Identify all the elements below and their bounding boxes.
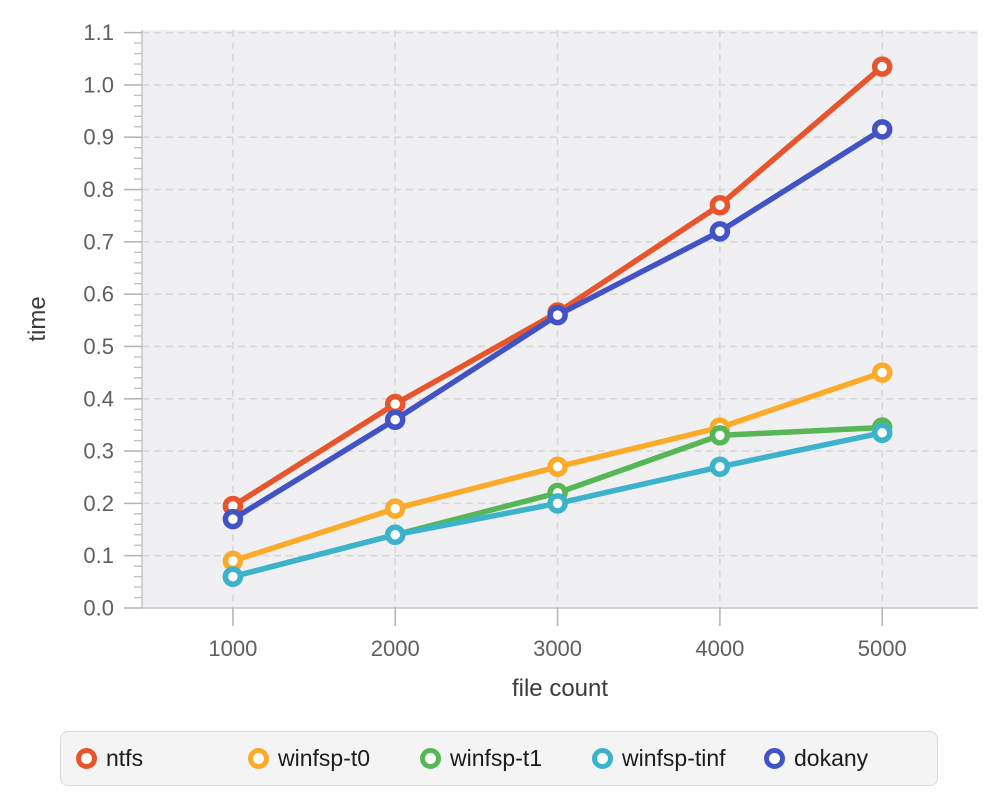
legend-item-winfsp-t1[interactable]: winfsp-t1 [420, 745, 592, 772]
legend-marker-winfsp-t1-icon [420, 748, 441, 769]
legend-item-ntfs[interactable]: ntfs [76, 745, 248, 772]
series-marker-winfsp-t0 [871, 362, 893, 383]
legend-marker-winfsp-t0-icon [248, 748, 269, 769]
y-tick-label: 0.9 [83, 125, 114, 150]
series-marker-winfsp-tinf [384, 524, 406, 546]
y-tick-label: 0.6 [83, 282, 114, 307]
series-marker-dokany [384, 409, 406, 430]
x-tick-label: 5000 [858, 636, 907, 661]
y-axis-title: time [24, 296, 51, 342]
x-tick-label: 4000 [695, 636, 744, 661]
series-marker-winfsp-tinf [547, 493, 568, 514]
legend-item-dokany[interactable]: dokany [764, 745, 868, 772]
legend-marker-dokany-icon [764, 748, 785, 769]
legend-label-ntfs: ntfs [106, 745, 144, 771]
y-tick-label: 0.7 [83, 229, 114, 254]
y-tick-label: 0.8 [83, 177, 114, 202]
legend-label-dokany: dokany [794, 745, 869, 771]
series-marker-dokany [222, 508, 244, 530]
series-marker-winfsp-tinf [222, 566, 244, 587]
legend: ntfs winfsp-t0 winfsp-t1 winfsp-tinf dokany [60, 731, 938, 786]
series-marker-ntfs [871, 56, 893, 77]
series-marker-winfsp-t1 [709, 425, 731, 446]
series-marker-dokany [547, 304, 568, 326]
series-marker-ntfs [709, 194, 731, 216]
series-marker-winfsp-tinf [871, 422, 893, 444]
series-marker-dokany [709, 221, 731, 242]
legend-marker-ntfs-icon [76, 748, 97, 769]
y-tick-label: 0.3 [83, 439, 114, 464]
legend-label-winfsp-t1: winfsp-t1 [450, 745, 543, 771]
y-tick-label: 0.0 [83, 596, 114, 621]
series-marker-dokany [871, 119, 893, 140]
y-tick-label: 0.5 [83, 334, 114, 359]
x-tick-label: 3000 [533, 636, 582, 661]
series-marker-winfsp-t0 [547, 456, 568, 478]
series-marker-winfsp-tinf [709, 456, 731, 478]
series-marker-winfsp-t0 [384, 498, 406, 519]
line-chart-canvas: 0.0 0.1 0.2 0.3 0.4 0.5 0.6 0.7 0.8 0.9 1.0 1.1 1000… [83, 20, 978, 661]
y-tick-label: 1.0 [83, 72, 114, 97]
x-tick-label: 1000 [208, 636, 257, 661]
legend-marker-winfsp-tinf-icon [592, 748, 613, 769]
x-axis-title: file count [511, 675, 609, 702]
series-marker-ntfs [384, 393, 406, 415]
legend-label-winfsp-tinf: winfsp-tinf [622, 745, 726, 771]
legend-label-winfsp-t0: winfsp-t0 [278, 745, 371, 771]
legend-item-winfsp-tinf[interactable]: winfsp-tinf [592, 745, 764, 772]
x-tick-label: 2000 [371, 636, 420, 661]
y-tick-label: 0.2 [83, 491, 114, 516]
y-tick-label: 1.1 [83, 20, 114, 45]
legend-item-winfsp-t0[interactable]: winfsp-t0 [248, 745, 420, 772]
y-tick-label: 0.4 [83, 386, 114, 411]
y-tick-label: 0.1 [83, 543, 114, 568]
series-marker-winfsp-t0 [222, 550, 244, 572]
